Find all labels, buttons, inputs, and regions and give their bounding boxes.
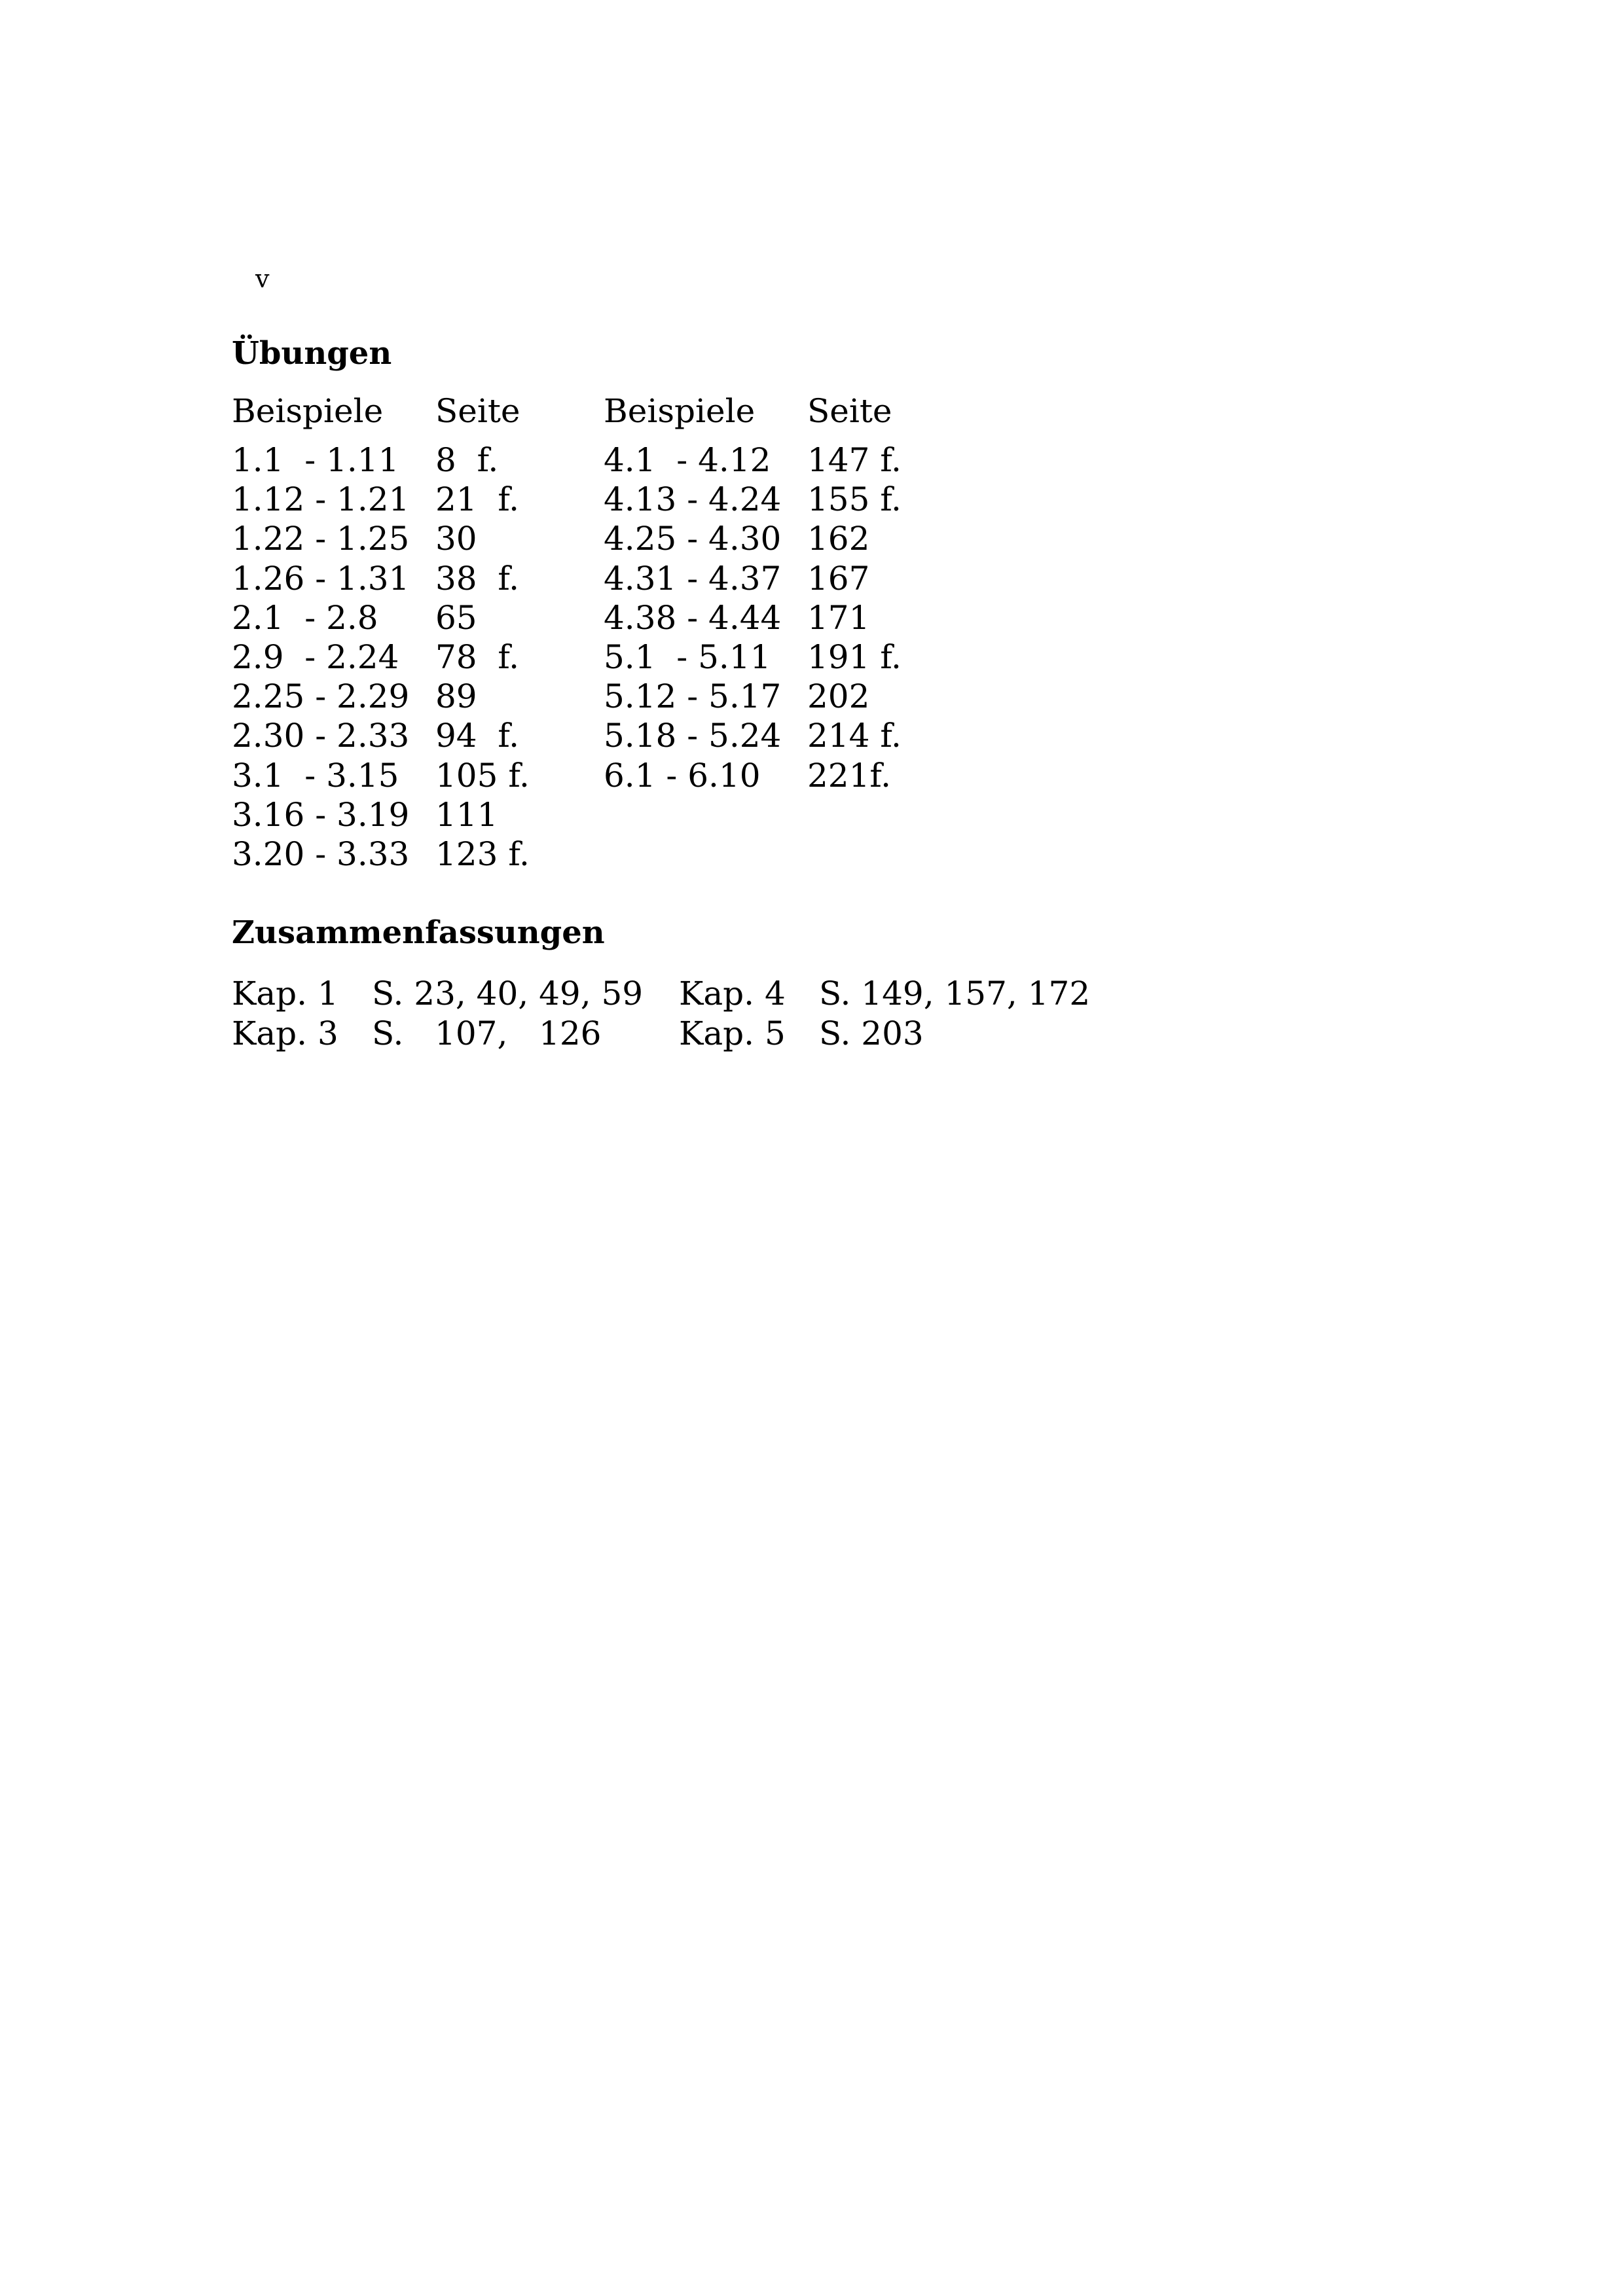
page-reference: 8 f. bbox=[435, 441, 499, 479]
example-range: 1.12 - 1.21 bbox=[232, 480, 410, 519]
example-range: 2.25 - 2.29 bbox=[232, 677, 410, 716]
page-reference: 162 bbox=[807, 520, 870, 558]
example-range: 6.1 - 6.10 bbox=[604, 756, 761, 795]
page-reference: 214 f. bbox=[807, 717, 902, 755]
example-range: 1.22 - 1.25 bbox=[232, 520, 410, 558]
chapter-label: Kap. 1 bbox=[232, 975, 338, 1013]
example-range: 1.26 - 1.31 bbox=[232, 559, 410, 598]
chapter-label: Kap. 5 bbox=[679, 1014, 786, 1052]
example-range: 3.1 - 3.15 bbox=[232, 756, 399, 795]
column-header: Beispiele bbox=[232, 392, 384, 430]
page-reference: 123 f. bbox=[435, 835, 530, 873]
example-range: 2.1 - 2.8 bbox=[232, 598, 378, 637]
example-range: 3.16 - 3.19 bbox=[232, 795, 410, 834]
page-reference: 202 bbox=[807, 677, 870, 716]
page-reference: 155 f. bbox=[807, 480, 902, 519]
page-reference: 78 f. bbox=[435, 638, 520, 676]
column-header: Seite bbox=[807, 392, 892, 430]
page-number: v bbox=[255, 264, 270, 293]
example-range: 2.30 - 2.33 bbox=[232, 717, 410, 755]
page-reference: 171 bbox=[807, 598, 870, 637]
page-reference: 21 f. bbox=[435, 480, 520, 519]
example-range: 4.13 - 4.24 bbox=[604, 480, 782, 519]
column-header: Seite bbox=[435, 392, 520, 430]
summary-pages: S. 203 bbox=[819, 1014, 924, 1052]
page-reference: 38 f. bbox=[435, 559, 520, 598]
summary-pages: S. 149, 157, 172 bbox=[819, 975, 1091, 1013]
page-reference: 89 bbox=[435, 677, 477, 716]
summary-pages: S. 107, 126 bbox=[372, 1014, 602, 1052]
page-reference: 111 bbox=[435, 795, 498, 834]
page-reference: 191 f. bbox=[807, 638, 902, 676]
summary-pages: S. 23, 40, 49, 59 bbox=[372, 975, 644, 1013]
chapter-label: Kap. 4 bbox=[679, 975, 786, 1013]
chapter-label: Kap. 3 bbox=[232, 1014, 338, 1052]
page-reference: 147 f. bbox=[807, 441, 902, 479]
example-range: 1.1 - 1.11 bbox=[232, 441, 399, 479]
column-header: Beispiele bbox=[604, 392, 756, 430]
section-title-zusammenfassungen: Zusammenfassungen bbox=[232, 914, 605, 951]
section-title-uebungen: Übungen bbox=[232, 335, 392, 372]
example-range: 5.1 - 5.11 bbox=[604, 638, 771, 676]
example-range: 3.20 - 3.33 bbox=[232, 835, 410, 873]
example-range: 5.12 - 5.17 bbox=[604, 677, 782, 716]
page-reference: 105 f. bbox=[435, 756, 530, 795]
page-reference: 167 bbox=[807, 559, 870, 598]
example-range: 4.1 - 4.12 bbox=[604, 441, 771, 479]
example-range: 4.31 - 4.37 bbox=[604, 559, 782, 598]
example-range: 4.25 - 4.30 bbox=[604, 520, 782, 558]
page-reference: 65 bbox=[435, 598, 477, 637]
example-range: 5.18 - 5.24 bbox=[604, 717, 782, 755]
example-range: 4.38 - 4.44 bbox=[604, 598, 782, 637]
page-reference: 94 f. bbox=[435, 717, 520, 755]
example-range: 2.9 - 2.24 bbox=[232, 638, 399, 676]
page-reference: 221f. bbox=[807, 756, 892, 795]
page-reference: 30 bbox=[435, 520, 477, 558]
